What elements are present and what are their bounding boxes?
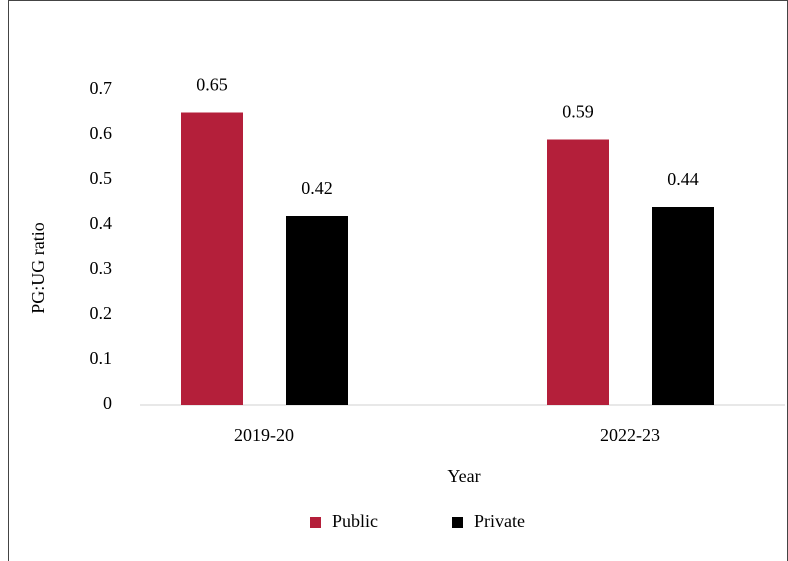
y-tick-label: 0 [103, 393, 112, 413]
y-tick-label: 0.5 [90, 168, 113, 188]
y-tick-label: 0.1 [90, 348, 113, 368]
data-label: 0.42 [301, 178, 333, 198]
x-tick-label: 2022-23 [600, 425, 660, 445]
legend-label: Private [474, 511, 525, 531]
bar [547, 139, 609, 405]
y-axis-title: PG:UG ratio [28, 222, 48, 314]
data-label: 0.44 [667, 169, 699, 189]
data-label: 0.65 [196, 75, 228, 95]
bar [286, 216, 348, 405]
x-tick-label: 2019-20 [234, 425, 294, 445]
y-tick-label: 0.2 [90, 303, 113, 323]
y-tick-label: 0.7 [90, 78, 113, 98]
y-tick-label: 0.6 [90, 123, 113, 143]
x-axis-title: Year [447, 466, 480, 486]
legend-label: Public [332, 511, 378, 531]
y-tick-label: 0.4 [90, 213, 113, 233]
legend-swatch [452, 517, 463, 528]
bar [652, 207, 714, 405]
data-label: 0.59 [562, 102, 594, 122]
legend-swatch [310, 517, 321, 528]
bar [181, 112, 243, 405]
y-tick-label: 0.3 [90, 258, 113, 278]
